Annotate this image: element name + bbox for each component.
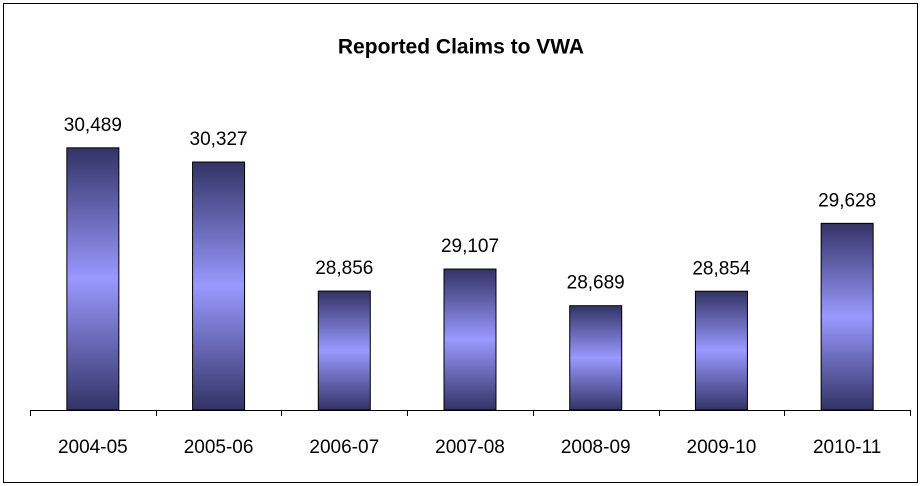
bar [569, 305, 623, 411]
bar [820, 222, 874, 411]
chart-title: Reported Claims to VWA [338, 36, 584, 59]
bar [66, 147, 120, 411]
x-tick-label: 2005-06 [184, 437, 254, 458]
x-tick-label: 2010-11 [813, 437, 881, 458]
data-label: 28,689 [567, 273, 625, 294]
data-label: 28,856 [315, 258, 373, 279]
x-tick-label: 2006-07 [309, 437, 379, 458]
x-tick-label: 2008-09 [561, 437, 631, 458]
bar [317, 290, 371, 411]
x-tick-label: 2004-05 [58, 437, 128, 458]
bar [192, 161, 246, 411]
bar [443, 268, 497, 411]
x-tick-label: 2009-10 [687, 437, 757, 458]
bar [694, 290, 748, 411]
data-label: 28,854 [692, 258, 751, 279]
x-tick-label: 2007-08 [435, 437, 505, 458]
data-label: 29,107 [441, 236, 499, 257]
data-label: 29,628 [818, 190, 876, 211]
data-label: 30,327 [190, 129, 248, 150]
data-label: 30,489 [64, 115, 122, 136]
